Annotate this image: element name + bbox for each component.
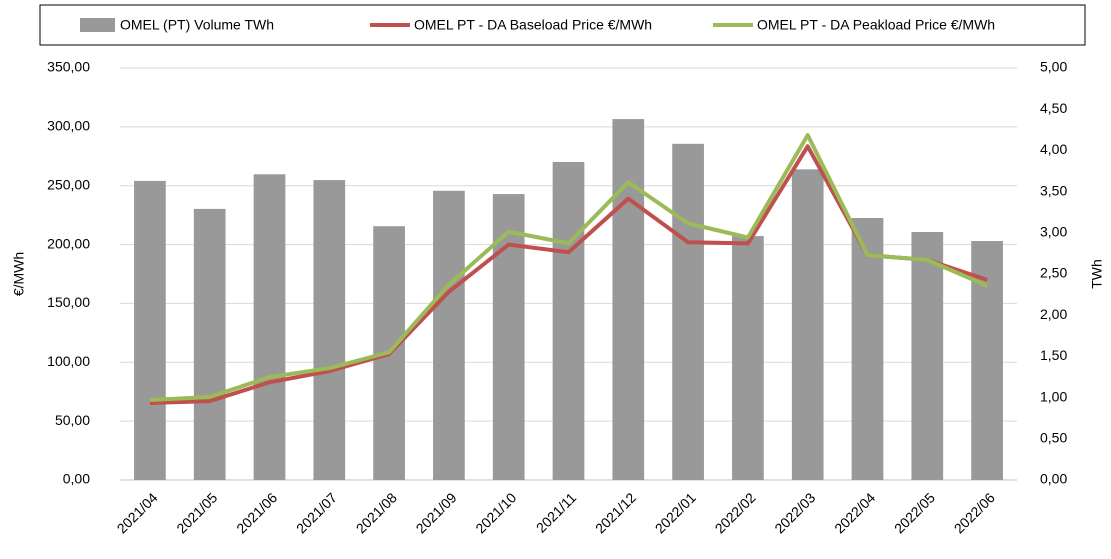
bar: [552, 161, 585, 480]
x-tick-label: 2021/12: [592, 489, 639, 536]
legend-label: OMEL PT - DA Baseload Price €/MWh: [414, 17, 652, 33]
bar: [732, 236, 764, 480]
x-tick-label: 2021/10: [472, 489, 519, 536]
y2-tick-label: 2,50: [1040, 265, 1067, 281]
bar: [612, 119, 645, 480]
bar: [851, 217, 884, 480]
y2-tick-label: 3,50: [1040, 182, 1067, 198]
y2-tick-label: 3,00: [1040, 224, 1067, 240]
bar: [791, 169, 824, 481]
x-tick-label: 2021/07: [293, 489, 340, 536]
bar: [911, 231, 944, 480]
legend-label: OMEL PT - DA Peakload Price €/MWh: [757, 17, 995, 33]
y-tick-label: 0,00: [63, 471, 90, 487]
y2-tick-label: 1,50: [1040, 347, 1067, 363]
y-tick-label: 150,00: [47, 294, 90, 310]
y2-tick-label: 4,00: [1040, 141, 1067, 157]
y-tick-label: 350,00: [47, 59, 90, 75]
x-tick-label: 2022/03: [771, 489, 818, 536]
bar: [193, 208, 226, 481]
y2-tick-label: 2,00: [1040, 306, 1067, 322]
bar: [492, 194, 525, 480]
x-tick-label: 2022/06: [951, 489, 998, 536]
y-tick-label: 100,00: [47, 353, 90, 369]
bar: [253, 174, 286, 480]
x-tick-label: 2022/05: [891, 489, 938, 536]
y-tick-label: 300,00: [47, 118, 90, 134]
x-tick-label: 2021/08: [353, 489, 400, 536]
x-tick-label: 2022/02: [712, 489, 759, 536]
legend-label: OMEL (PT) Volume TWh: [120, 17, 274, 33]
bar: [134, 180, 166, 480]
y-tick-label: 200,00: [47, 235, 90, 251]
legend-box: [39, 4, 1086, 46]
bar: [433, 190, 465, 480]
y-tick-label: 250,00: [47, 176, 90, 192]
y2-tick-label: 1,00: [1040, 388, 1067, 404]
line: [149, 133, 988, 402]
legend-swatch: [80, 18, 115, 32]
bar: [672, 143, 704, 481]
y-axis-title: €/MWh: [11, 252, 27, 296]
y2-tick-label: 4,50: [1040, 100, 1067, 116]
y2-tick-label: 0,00: [1040, 471, 1067, 487]
x-tick-label: 2021/09: [413, 489, 460, 536]
x-tick-label: 2022/04: [831, 489, 878, 536]
x-tick-label: 2022/01: [652, 489, 699, 536]
y2-tick-label: 5,00: [1040, 59, 1067, 75]
y2-tick-label: 0,50: [1040, 430, 1067, 446]
x-tick-label: 2021/04: [114, 489, 161, 536]
x-tick-label: 2021/05: [173, 489, 220, 536]
y2-axis-title: TWh: [1089, 259, 1105, 289]
y-tick-label: 50,00: [55, 412, 90, 428]
x-tick-label: 2021/11: [533, 489, 580, 536]
bar: [313, 180, 346, 480]
x-tick-label: 2021/06: [233, 489, 280, 536]
